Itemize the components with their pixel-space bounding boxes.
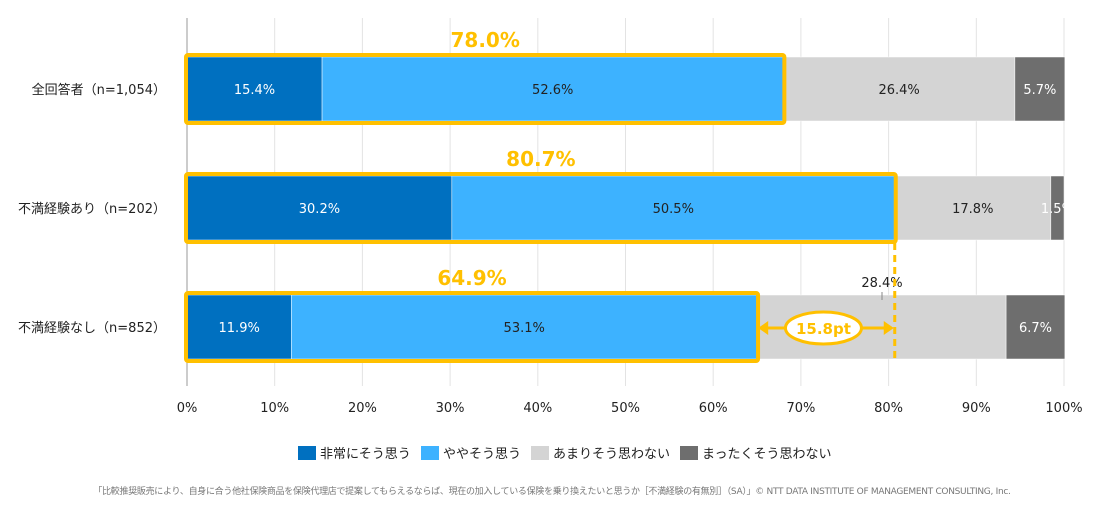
- bar-segment: [894, 175, 1052, 241]
- x-tick-label: 60%: [699, 401, 728, 416]
- x-tick-label: 90%: [962, 401, 991, 416]
- difference-label: 15.8pt: [796, 320, 851, 338]
- footer-source-note: 「比較推奨販売により、自身に合う他社保険商品を保険代理店で提案してもらえるならば…: [93, 487, 1011, 497]
- bar-segment: [186, 56, 323, 122]
- stacked-bar-chart: 0% 10% 20% 30% 40% 50% 60% 70% 80% 90% 100% 全回答者（n=…: [18, 18, 1083, 462]
- data-label: 6.7%: [1019, 321, 1052, 336]
- bar-segment: [1014, 56, 1066, 122]
- data-label: 52.6%: [532, 83, 573, 98]
- highlight-box: [184, 291, 761, 363]
- x-tick-label: 0%: [177, 401, 198, 416]
- x-tick-label: 30%: [436, 401, 465, 416]
- category-label: 不満経験なし（n=852）: [18, 321, 166, 336]
- difference-bubble: [783, 310, 863, 346]
- legend-swatch: [421, 446, 439, 460]
- data-label: 15.4%: [234, 83, 275, 98]
- data-label: 11.9%: [219, 321, 260, 336]
- category-label: 全回答者（n=1,054）: [32, 82, 166, 98]
- bar-segment: [1050, 175, 1065, 241]
- data-label: 1.5%: [1041, 202, 1074, 217]
- bar-segment: [321, 56, 784, 122]
- x-tick-label: 70%: [786, 401, 815, 416]
- legend-label: ややそう思う: [443, 447, 521, 462]
- legend-label: あまりそう思わない: [553, 447, 670, 462]
- legend-label: 非常にそう思う: [320, 447, 411, 462]
- legend-label: まったくそう思わない: [702, 447, 831, 462]
- arrow-head-right: [883, 321, 894, 335]
- legend-swatch: [680, 446, 698, 460]
- category-label: 不満経験あり（n=202）: [18, 202, 166, 217]
- x-tick-label: 10%: [260, 401, 289, 416]
- x-tick-label: 40%: [523, 401, 552, 416]
- highlight-box: [184, 172, 898, 244]
- x-tick-label: 20%: [348, 401, 377, 416]
- bar-segment: [1005, 294, 1066, 360]
- bar-segment: [291, 294, 758, 360]
- data-label: 50.5%: [653, 202, 694, 217]
- legend-swatch: [298, 446, 316, 460]
- data-label: 28.4%: [861, 276, 902, 291]
- bar-segment: [186, 175, 453, 241]
- data-label: 53.1%: [504, 321, 545, 336]
- x-tick-label: 50%: [611, 401, 640, 416]
- legend-swatch: [531, 446, 549, 460]
- total-label: 78.0%: [450, 28, 519, 52]
- total-label: 80.7%: [506, 147, 575, 171]
- highlight-box: [184, 53, 787, 125]
- data-label: 5.7%: [1023, 83, 1056, 98]
- x-tick-label: 80%: [874, 401, 903, 416]
- data-label: 17.8%: [952, 202, 993, 217]
- data-label: 26.4%: [878, 83, 919, 98]
- data-label: 30.2%: [299, 202, 340, 217]
- total-label: 64.9%: [437, 266, 506, 290]
- arrow-head-left: [758, 321, 769, 335]
- x-tick-label: 100%: [1045, 401, 1082, 416]
